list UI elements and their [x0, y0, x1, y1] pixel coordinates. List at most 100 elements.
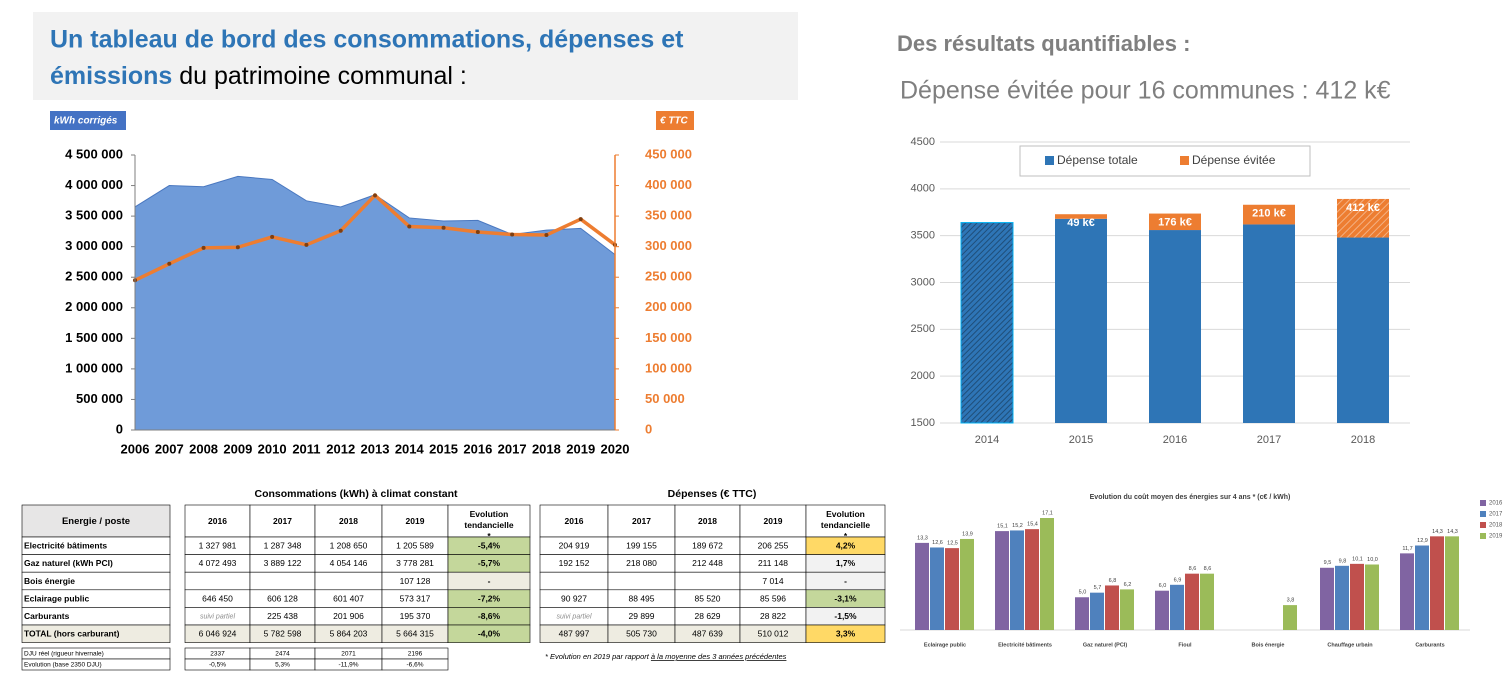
table-text: suivi partiel: [556, 614, 591, 621]
data-label: 14,3: [1432, 529, 1443, 535]
line-point: [475, 230, 480, 234]
legend-label: 2018: [1489, 523, 1503, 529]
bar: [1200, 573, 1214, 630]
y2-tick-label: 300 000: [645, 238, 692, 253]
data-label: 12,9: [1417, 538, 1428, 544]
table-text: 3 778 281: [396, 558, 434, 568]
table-text: 2019: [764, 516, 783, 526]
table-text: 2018: [339, 516, 358, 526]
data-label: 10,0: [1367, 557, 1378, 563]
table-text: 6 046 924: [199, 629, 237, 639]
table-text: 487 639: [692, 629, 723, 639]
x-tick-label: 2014: [395, 441, 425, 456]
y2-tick-label: 50 000: [645, 391, 685, 406]
bar: [995, 531, 1009, 630]
data-label: 17,1: [1042, 510, 1053, 516]
bar: [1335, 565, 1349, 630]
legend-swatch: [1480, 511, 1486, 517]
table-text: Evolution tendancielle *: [821, 509, 870, 541]
bar: [1055, 214, 1107, 219]
axis-badge: [656, 111, 694, 130]
line-point: [338, 228, 343, 233]
table-text: -4,0%: [478, 629, 501, 639]
y-tick-label: 2000: [911, 370, 935, 382]
table-cell: [249, 504, 316, 538]
x-tick-label: Gaz naturel (PCI): [1083, 642, 1127, 648]
data-label: 8,6: [1189, 566, 1197, 572]
data-label: 15,2: [1012, 523, 1023, 529]
table-text: 212 448: [692, 558, 723, 568]
bar: [1010, 530, 1024, 630]
data-label: 8,6: [1204, 566, 1212, 572]
table-text: 2474: [275, 651, 290, 658]
data-label: 3,8: [1287, 598, 1295, 604]
x-tick-label: 2017: [1257, 434, 1281, 446]
table-text: 573 317: [400, 593, 431, 603]
table-text: Gaz naturel (kWh PCI): [24, 558, 113, 568]
table-text: 1 208 650: [330, 541, 368, 551]
table-text: 199 155: [626, 541, 657, 551]
line-point: [407, 224, 412, 229]
line-point: [167, 261, 172, 266]
table-cell: [381, 658, 449, 671]
table-text: 487 997: [559, 629, 590, 639]
data-label: 6,2: [1124, 582, 1132, 588]
table-text: -1,5%: [834, 611, 857, 621]
bar: [1055, 218, 1107, 423]
table-text: 646 450: [202, 593, 233, 603]
legend-label: 2017: [1489, 512, 1503, 518]
table-text: 192 152: [559, 558, 590, 568]
data-label: 49 k€: [1067, 217, 1095, 229]
data-label: 176 k€: [1158, 216, 1192, 228]
table-text: 211 148: [758, 558, 788, 568]
x-tick-label: 2016: [463, 441, 492, 456]
bar: [1025, 529, 1039, 630]
bar: [1170, 584, 1184, 630]
header-rest: du patrimoine communal :: [179, 62, 467, 90]
table-text: 189 672: [692, 541, 723, 551]
table-cell: [21, 504, 171, 538]
x-tick-label: 2018: [532, 441, 561, 456]
line-point: [270, 234, 275, 239]
data-label: 9,8: [1339, 558, 1347, 564]
y2-tick-label: 200 000: [645, 299, 692, 314]
table-cell: [539, 571, 609, 591]
data-label: 6,9: [1174, 577, 1182, 583]
legend-swatch: [1180, 156, 1189, 165]
header-box: [33, 12, 798, 100]
table-cell: [184, 504, 251, 538]
table-text: 1,7%: [836, 558, 856, 568]
line-point: [373, 193, 377, 198]
line-point: [235, 245, 240, 250]
x-tick-label: 2010: [258, 441, 287, 456]
table-cell: [447, 624, 531, 643]
bar: [1149, 213, 1201, 231]
bar: [930, 547, 944, 630]
y2-tick-label: 350 000: [645, 208, 692, 223]
table-text: 195 370: [400, 611, 431, 621]
line-point: [441, 225, 446, 230]
table-text: Evolution tendancielle *: [464, 509, 513, 541]
x-tick-label: 2007: [155, 441, 184, 456]
table-text: 4 072 493: [199, 558, 237, 568]
table-cell: [607, 571, 676, 591]
table-text: 5 782 598: [264, 629, 302, 639]
data-label: 210 k€: [1252, 208, 1286, 220]
x-tick-label: 2012: [326, 441, 355, 456]
data-label: 15,1: [997, 524, 1008, 530]
legend: [1019, 145, 1311, 177]
table-text: 4 054 146: [330, 558, 368, 568]
chart-title: Evolution du coût moyen des énergies sur…: [1090, 494, 1291, 501]
bar: [1400, 553, 1414, 630]
table-cell: [381, 504, 449, 538]
table-text: 85 596: [760, 593, 786, 603]
table-text: Energie / poste: [62, 516, 130, 527]
table-text: 2071: [341, 651, 356, 658]
data-label: 13,3: [917, 535, 928, 541]
table-text: 28 822: [760, 611, 786, 621]
table-text: suivi partiel: [200, 614, 235, 621]
x-tick-label: 2013: [361, 441, 390, 456]
bar: [960, 538, 974, 630]
y-axis-title: kWh corrigés: [54, 116, 118, 127]
y2-tick-label: 150 000: [645, 330, 692, 345]
